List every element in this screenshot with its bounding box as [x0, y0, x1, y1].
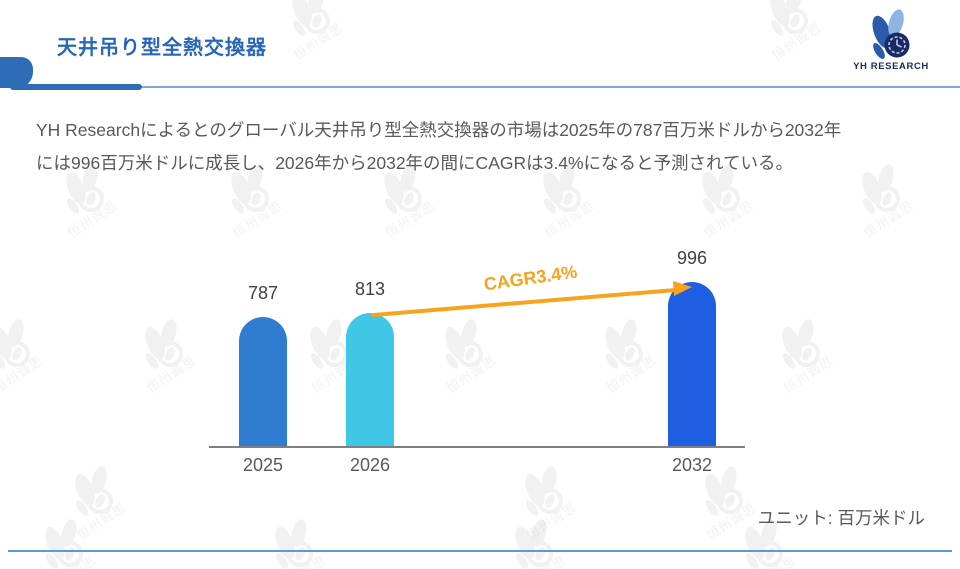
bar-2025 — [239, 317, 287, 447]
yh-research-logo-icon — [872, 9, 910, 59]
category-label-2025: 2025 — [242, 455, 284, 475]
summary-paragraph: YH Researchによるとのグローバル天井吊り型全熱交換器の市場は2025年… — [36, 114, 936, 180]
page-title: 天井吊り型全熱交換器 — [57, 37, 267, 59]
value-label-2025: 787 — [247, 283, 279, 303]
bar-2032 — [668, 282, 716, 447]
bar-2026 — [346, 313, 394, 447]
title-accent-tab — [0, 57, 33, 88]
footer-divider — [8, 550, 952, 552]
summary-line-1: YH Researchによるとのグローバル天井吊り型全熱交換器の市場は2025年… — [36, 120, 842, 140]
value-label-2032: 996 — [676, 248, 708, 268]
unit-label: ユニット: 百万米ドル — [757, 508, 925, 528]
header-divider — [60, 86, 960, 88]
yh-research-logo: YH RESEARCH — [845, 8, 937, 76]
title-underline-accent — [10, 84, 142, 90]
summary-line-2: には996百万米ドルに成長し、2026年から2032年の間にCAGRは3.4%に… — [36, 153, 793, 173]
category-label-2032: 2032 — [671, 455, 713, 475]
x-axis-baseline — [209, 446, 745, 448]
logo-wordmark: YH RESEARCH — [853, 61, 929, 72]
category-label-2026: 2026 — [349, 455, 391, 475]
value-label-2026: 813 — [354, 279, 386, 299]
